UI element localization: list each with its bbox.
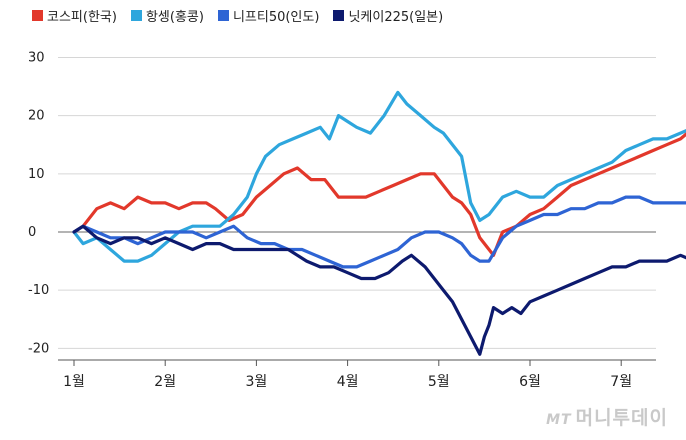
x-tick-label: 6월 bbox=[519, 374, 541, 390]
legend-item-nikkei: 닛케이225(일본) bbox=[333, 6, 443, 25]
watermark: MT 머니투데이 bbox=[546, 403, 668, 430]
series-line-3 bbox=[72, 224, 686, 356]
legend-item-nifty: 니프티50(인도) bbox=[217, 6, 320, 25]
legend-swatch-nifty bbox=[217, 10, 229, 21]
legend-label-nikkei: 닛케이225(일본) bbox=[348, 10, 444, 25]
y-tick-label: 10 bbox=[28, 167, 45, 182]
legend-swatch-hangseng bbox=[130, 10, 142, 21]
legend-item-kospi: 코스피(한국) bbox=[32, 6, 117, 25]
y-tick-label: 0 bbox=[28, 225, 36, 240]
legend-label-kospi: 코스피(한국) bbox=[47, 10, 117, 25]
legend-item-hangseng: 항셍(홍콩) bbox=[130, 6, 204, 25]
legend-label-nifty: 니프티50(인도) bbox=[232, 10, 320, 25]
series-line-2 bbox=[72, 195, 686, 269]
x-tick-label: 5월 bbox=[428, 374, 450, 390]
legend-label-hangseng: 항셍(홍콩) bbox=[145, 10, 204, 25]
y-tick-label: 30 bbox=[28, 50, 45, 65]
legend-swatch-kospi bbox=[32, 10, 43, 21]
x-tick-label: 4월 bbox=[337, 374, 359, 390]
x-tick-label: 2월 bbox=[154, 374, 176, 390]
y-tick-label: -20 bbox=[28, 341, 49, 356]
series-line-1 bbox=[72, 90, 686, 263]
x-tick-label: 1월 bbox=[63, 374, 85, 390]
watermark-text: 머니투데이 bbox=[575, 407, 668, 429]
x-tick-label: 3월 bbox=[246, 374, 268, 390]
y-tick-label: 20 bbox=[28, 109, 45, 124]
x-tick-label: 7월 bbox=[610, 374, 632, 390]
watermark-logo: MT bbox=[546, 412, 572, 428]
series-line-0 bbox=[72, 132, 686, 257]
y-tick-label: -10 bbox=[28, 283, 49, 298]
legend-swatch-nikkei bbox=[333, 10, 345, 21]
legend: 코스피(한국) 항셍(홍콩) 니프티50(인도) 닛케이225(일본) bbox=[32, 6, 443, 25]
